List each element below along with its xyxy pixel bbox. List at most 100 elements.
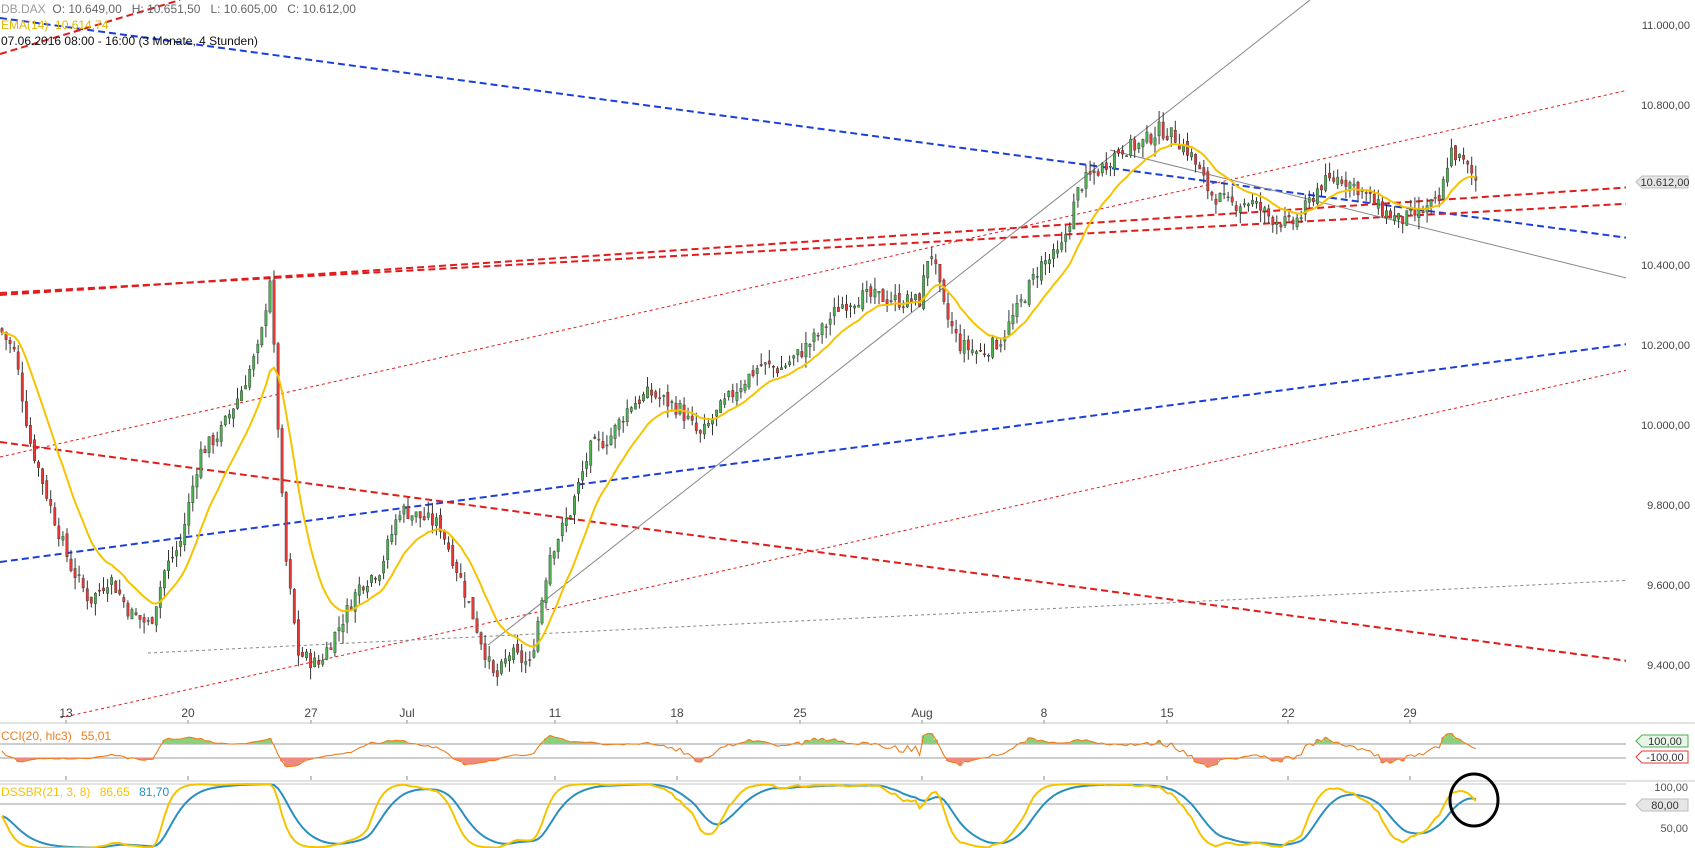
- candle-body: [524, 661, 528, 665]
- candle-body: [532, 650, 536, 658]
- candle-body: [57, 525, 61, 540]
- candle-body: [1311, 197, 1315, 202]
- candle-body: [297, 619, 300, 656]
- candle-body: [686, 415, 690, 419]
- gray-dotted-support: [147, 579, 1626, 654]
- candle-body: [674, 402, 678, 415]
- candle-body: [475, 618, 479, 633]
- candle-body: [832, 307, 836, 317]
- candle-body: [780, 367, 783, 370]
- candle-body: [386, 539, 390, 560]
- candle-body: [1226, 196, 1230, 199]
- candle-body: [1385, 210, 1388, 219]
- candle-body: [796, 349, 800, 356]
- candle-body: [252, 356, 256, 370]
- candle-body: [479, 632, 483, 645]
- candle-body: [455, 562, 459, 573]
- candle-body: [1441, 179, 1445, 200]
- candle-body: [1336, 176, 1340, 185]
- candle-body: [158, 587, 162, 608]
- candle-body: [621, 421, 625, 423]
- candle-body: [569, 515, 572, 519]
- candle-body: [1206, 171, 1210, 192]
- candle-body: [857, 305, 861, 308]
- candle-body: [987, 355, 991, 357]
- candle-body: [426, 512, 430, 518]
- candle-body: [1023, 301, 1027, 303]
- candle-body: [954, 328, 958, 334]
- cci-fill-negative: [12, 758, 1405, 768]
- candle-body: [812, 332, 816, 342]
- candle-body: [1466, 161, 1470, 165]
- candle-body: [942, 279, 946, 302]
- candle-body: [650, 389, 654, 396]
- candle-body: [950, 321, 954, 327]
- candle-body: [1279, 224, 1283, 228]
- candle-body: [906, 294, 909, 308]
- candle-body: [634, 403, 637, 410]
- x-tick-label: 29: [1403, 706, 1417, 720]
- candle-body: [914, 294, 917, 301]
- candle-body: [313, 657, 316, 668]
- ema-value: 10.614,74: [55, 18, 109, 32]
- candle-body: [837, 307, 840, 312]
- cci-panel: CCI(20, hlc3) 55,01 100,00 -100,00: [0, 729, 1689, 768]
- svg-text:80,00: 80,00: [1651, 800, 1679, 812]
- candle-body: [1214, 198, 1218, 205]
- x-tick-label: 20: [181, 706, 195, 720]
- candle-body: [329, 647, 333, 650]
- candle-body: [784, 365, 788, 368]
- candle-body: [1389, 210, 1392, 219]
- candle-body: [1295, 217, 1299, 228]
- candle-body: [577, 482, 580, 494]
- candle-body: [451, 545, 455, 567]
- candle-body: [1267, 208, 1271, 217]
- svg-text:100,00: 100,00: [1648, 736, 1682, 748]
- candle-body: [662, 395, 666, 397]
- x-tick-label: 25: [793, 706, 807, 720]
- candle-body: [995, 340, 999, 350]
- x-gridlines: [65, 720, 1411, 780]
- candle-body: [1259, 201, 1263, 211]
- chart-header-ohlc: DB.DAX O: 10.649,00 H: 10.651,50 L: 10.6…: [1, 2, 356, 16]
- candle-body: [29, 425, 32, 444]
- candle-body: [317, 660, 321, 665]
- candle-body: [203, 449, 207, 453]
- y-tick-label: 9.400,00: [1647, 660, 1690, 672]
- candle-body: [1218, 192, 1222, 202]
- candle-body: [1409, 209, 1413, 212]
- candle-body: [1393, 215, 1397, 221]
- candle-body: [1332, 177, 1336, 182]
- candle-body: [1449, 147, 1453, 166]
- candle-body: [1137, 143, 1141, 150]
- cci-level-label-minus100: -100,00: [1635, 750, 1689, 764]
- candle-body: [422, 516, 426, 521]
- candle-body: [431, 513, 434, 526]
- candle-body: [150, 617, 154, 624]
- candle-body: [629, 407, 633, 412]
- candle-body: [8, 340, 12, 344]
- candle-body: [142, 617, 146, 623]
- candle-body: [227, 414, 231, 419]
- candle-body: [1161, 121, 1165, 139]
- candle-body: [1194, 153, 1198, 165]
- candle-body: [45, 480, 49, 499]
- main-price-panel: 11.000,00 10.800,00 10.400,00 10.200,00 10.0…: [0, 0, 1690, 780]
- candle-body: [849, 305, 852, 307]
- red-channel-lower: [59, 369, 1626, 718]
- candle-body: [1454, 145, 1457, 161]
- candle-body: [361, 586, 365, 591]
- candle-body: [309, 652, 312, 668]
- cci-fill: [162, 733, 1466, 744]
- candle-body: [1088, 171, 1092, 175]
- candle-body: [1222, 193, 1226, 195]
- candle-body: [357, 584, 361, 596]
- candle-body: [1255, 201, 1258, 204]
- candle-body: [1019, 299, 1023, 302]
- candle-body: [597, 438, 601, 441]
- candle-body: [958, 333, 962, 352]
- candle-body: [767, 360, 771, 365]
- candle-body: [126, 602, 130, 617]
- candle-body: [1117, 149, 1120, 154]
- candle-body: [305, 651, 308, 658]
